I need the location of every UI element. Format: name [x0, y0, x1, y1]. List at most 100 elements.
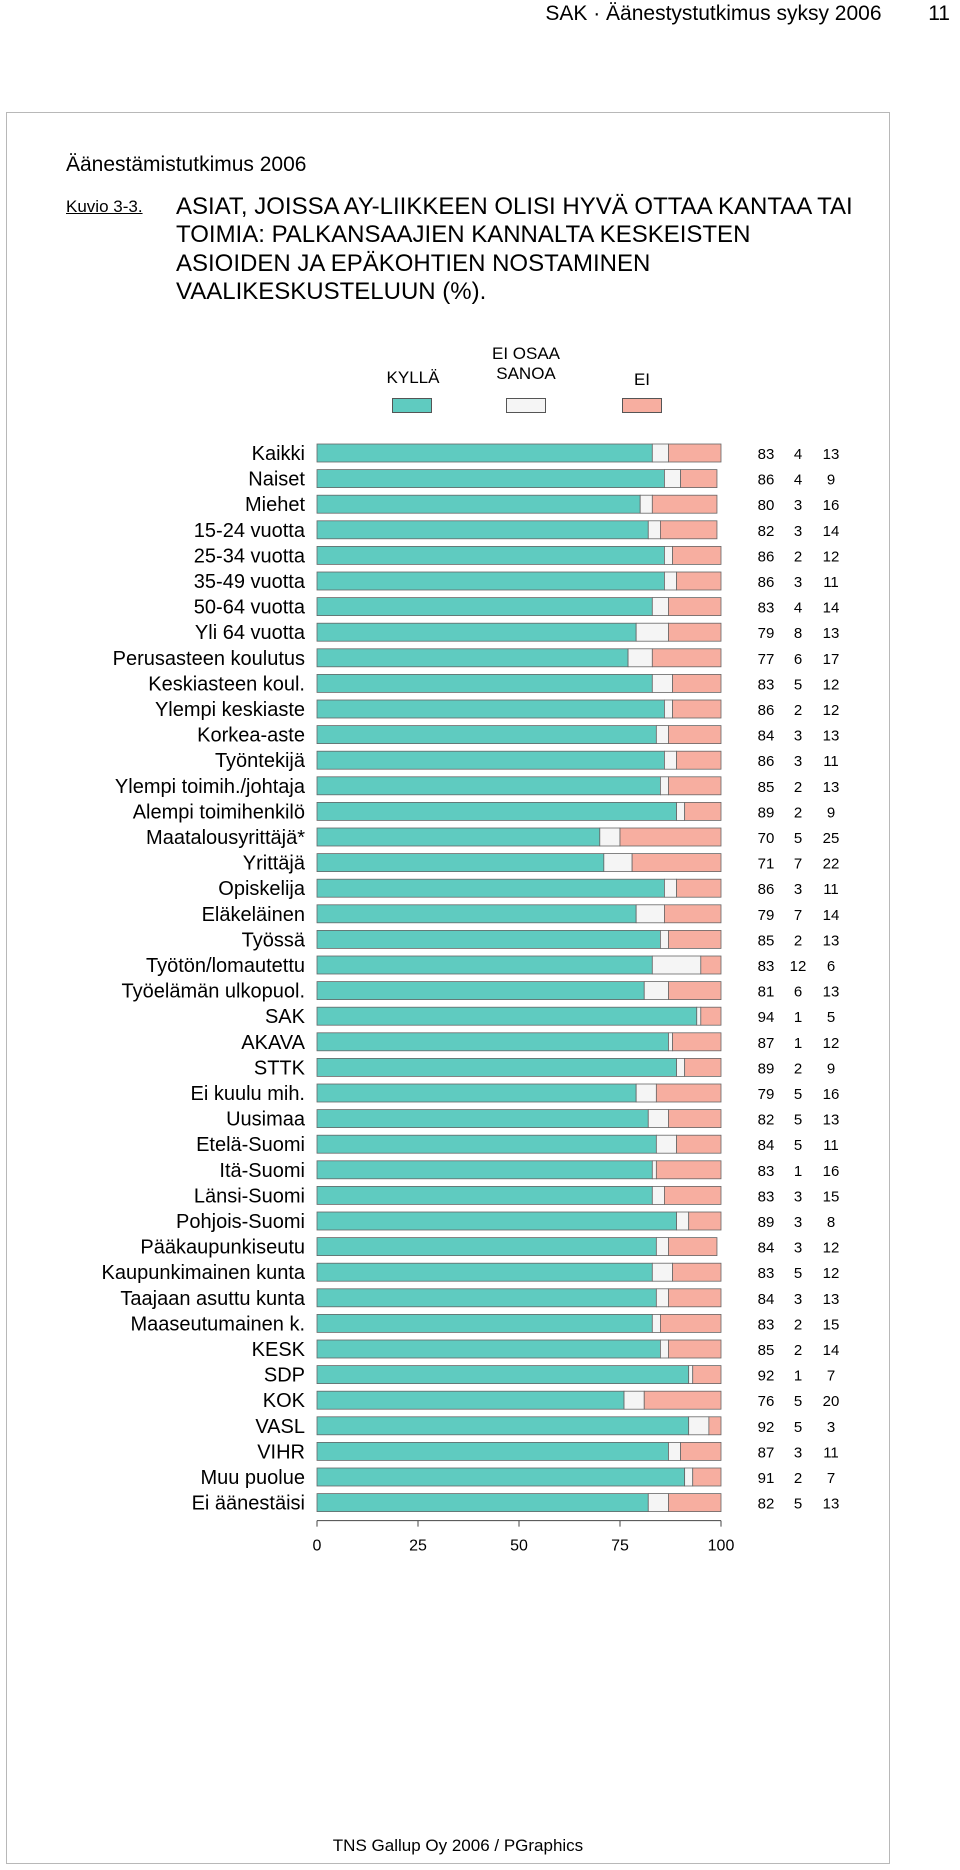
bar-segment-ei-osaa — [647, 1109, 669, 1128]
bar-segment-kylla — [316, 930, 661, 949]
bar-segment-ei — [668, 776, 722, 796]
bar-segment-ei-osaa — [664, 878, 677, 898]
bar-segment-ei-osaa — [676, 1211, 690, 1231]
bar-segment-ei-osaa — [655, 1237, 669, 1256]
value-kylla: 81 — [758, 984, 775, 1001]
bar-segment-ei-osaa — [655, 1288, 669, 1308]
row-label: Yli 64 vuotta — [195, 622, 306, 644]
bar-segment-kylla — [316, 853, 605, 872]
bar-segment-ei-osaa — [599, 827, 621, 847]
bar-segment-kylla — [316, 981, 645, 1000]
bar-segment-ei — [668, 930, 722, 949]
bar-segment-kylla — [316, 827, 601, 847]
bar-segment-ei-osaa — [647, 520, 661, 540]
value-ei: 16 — [823, 1086, 840, 1103]
bar-segment-kylla — [316, 597, 653, 616]
bar-segment-ei — [700, 1006, 722, 1026]
bar-segment-kylla — [316, 955, 653, 975]
value-kylla: 85 — [758, 932, 775, 949]
bar-segment-kylla — [316, 725, 657, 744]
value-kylla: 87 — [758, 1035, 775, 1052]
value-kylla: 76 — [758, 1393, 775, 1410]
row-label: Työtön/lomautettu — [146, 955, 305, 977]
bar-segment-ei — [684, 802, 722, 821]
row-label: KOK — [263, 1390, 306, 1412]
value-ei: 11 — [823, 1444, 839, 1461]
value-ei: 13 — [823, 728, 840, 745]
bar-segment-ei — [660, 520, 718, 540]
value-ei: 17 — [823, 651, 840, 668]
legend-swatch-kylla — [392, 398, 432, 413]
value-kylla: 86 — [758, 753, 775, 770]
row-label: Pääkaupunkiseutu — [140, 1237, 305, 1259]
value-ei: 9 — [827, 804, 835, 821]
value-ei-osaa: 2 — [794, 804, 802, 821]
bar-segment-ei-osaa — [651, 443, 669, 463]
row-label: 25-34 vuotta — [194, 545, 306, 567]
bar-segment-kylla — [316, 1365, 690, 1384]
value-kylla: 85 — [758, 779, 775, 796]
row-label: Maaseutumainen k. — [130, 1313, 305, 1335]
bar-segment-ei — [668, 981, 722, 1000]
value-ei: 13 — [823, 1112, 840, 1129]
value-kylla: 70 — [758, 830, 775, 847]
bar-segment-ei-osaa — [664, 469, 682, 489]
bar-segment-ei-osaa — [664, 750, 677, 770]
bar-segment-ei — [672, 1262, 722, 1282]
value-ei: 13 — [823, 446, 840, 463]
value-kylla: 83 — [758, 1265, 775, 1282]
bar-segment-ei — [668, 1109, 722, 1128]
bar-segment-ei-osaa — [647, 1493, 669, 1512]
x-tick-label: 75 — [611, 1538, 629, 1555]
value-ei: 15 — [823, 1316, 840, 1333]
value-ei: 5 — [827, 1009, 835, 1026]
value-ei: 13 — [823, 932, 840, 949]
legend-swatch-ei — [622, 398, 662, 413]
bar-segment-kylla — [316, 1237, 657, 1256]
row-label: Länsi-Suomi — [194, 1185, 305, 1207]
value-ei: 12 — [823, 1265, 840, 1282]
bar-segment-ei-osaa — [668, 1032, 673, 1052]
value-kylla: 83 — [758, 1188, 775, 1205]
bar-segment-kylla — [316, 622, 637, 642]
row-label: STTK — [254, 1057, 306, 1079]
row-label: KESK — [252, 1339, 306, 1361]
bar-segment-ei-osaa — [684, 1467, 694, 1487]
value-ei-osaa: 2 — [794, 932, 802, 949]
bar-segment-ei-osaa — [651, 955, 702, 975]
bar-segment-ei — [672, 674, 722, 693]
bar-segment-kylla — [316, 1390, 625, 1410]
value-kylla: 89 — [758, 1214, 775, 1231]
row-label: Keskiasteen koul. — [148, 673, 305, 695]
row-label: Korkea-aste — [197, 725, 305, 747]
legend-label-ei-osaa-line1: EI OSAA — [491, 344, 561, 363]
row-label: Ylempi toimih./johtaja — [115, 776, 306, 798]
bar-segment-ei — [672, 699, 722, 719]
bar-segment-ei — [680, 1442, 722, 1461]
bar-segment-ei-osaa — [623, 1390, 645, 1410]
row-label: Uusimaa — [226, 1109, 306, 1131]
bar-segment-kylla — [316, 776, 661, 796]
value-kylla: 85 — [758, 1342, 775, 1359]
row-label: Alempi toimihenkilö — [133, 801, 305, 823]
value-ei-osaa: 5 — [794, 830, 802, 847]
bar-segment-kylla — [316, 1339, 661, 1359]
bar-segment-ei-osaa — [664, 699, 673, 719]
study-title: Äänestämistutkimus 2006 — [66, 153, 307, 176]
bar-segment-ei — [668, 1288, 722, 1308]
value-ei-osaa: 3 — [794, 753, 802, 770]
legend-label-ei-osaa: EI OSAA SANOA — [486, 344, 566, 383]
value-ei-osaa: 2 — [794, 1470, 802, 1487]
value-kylla: 86 — [758, 881, 775, 898]
value-ei-osaa: 3 — [794, 1444, 802, 1461]
value-ei-osaa: 8 — [794, 625, 802, 642]
value-ei: 11 — [823, 574, 839, 591]
bar-segment-ei-osaa — [651, 674, 673, 693]
row-label: Työntekijä — [215, 750, 306, 772]
row-label: Ylempi keskiaste — [155, 699, 305, 721]
value-ei-osaa: 5 — [794, 1419, 802, 1436]
row-label: Pohjois-Suomi — [176, 1211, 305, 1233]
bar-segment-kylla — [316, 469, 665, 489]
running-title: SAK · Äänestystutkimus syksy 2006 — [545, 2, 882, 25]
